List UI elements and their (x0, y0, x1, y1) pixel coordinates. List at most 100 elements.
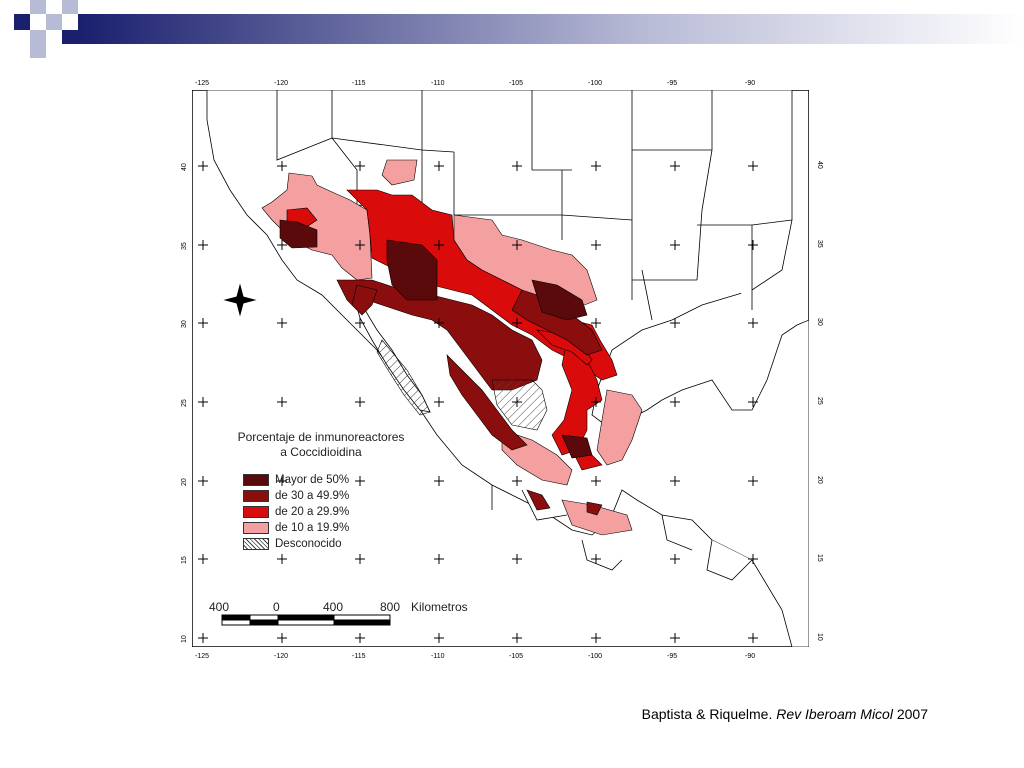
graticule-cross (277, 476, 287, 486)
graticule-cross (198, 554, 208, 564)
lon-label-bottom: -90 (745, 653, 756, 660)
region-red (286, 189, 618, 471)
graticule-cross (591, 161, 601, 171)
graticule-cross (591, 397, 601, 407)
graticule-cross (748, 476, 758, 486)
graticule-cross (434, 240, 444, 250)
region-pink (261, 159, 643, 536)
scale-label-0: 0 (273, 600, 280, 614)
region-chiapas-darkred (586, 501, 603, 516)
graticule-cross (748, 633, 758, 643)
region-chihuahua-darkest (531, 279, 588, 321)
legend-title: Porcentaje de inmunoreactores a Coccidio… (206, 430, 436, 460)
lon-label-top: -120 (274, 80, 289, 87)
legend-swatch (243, 489, 269, 502)
lat-label-right: 15 (816, 554, 823, 562)
graticule-cross (355, 318, 365, 328)
region-baja-darkred (351, 284, 378, 316)
legend-title-line2: a Coccidioidina (280, 445, 362, 459)
lon-label-bottom: -105 (509, 653, 524, 660)
graticule-cross (434, 397, 444, 407)
citation-journal: Rev Iberoam Micol (776, 706, 893, 722)
graticule-cross (591, 240, 601, 250)
legend-swatch (243, 505, 269, 518)
graticule-cross (670, 633, 680, 643)
graticule-cross (198, 397, 208, 407)
graticule-cross (277, 240, 287, 250)
graticule-cross (277, 554, 287, 564)
legend-title-line1: Porcentaje de inmunoreactores (237, 430, 405, 444)
graticule-cross (512, 476, 522, 486)
graticule-cross (277, 397, 287, 407)
lon-label-bottom: -95 (667, 653, 678, 660)
lat-label-left: 10 (181, 635, 188, 643)
scale-label-400: 400 (323, 600, 344, 614)
graticule-cross (512, 318, 522, 328)
graticule-cross (198, 240, 208, 250)
lat-label-right: 40 (816, 161, 823, 169)
graticule-cross (434, 318, 444, 328)
legend-swatch (243, 473, 269, 486)
lon-label-top: -105 (509, 80, 524, 87)
graticule-cross (512, 161, 522, 171)
region-sinaloa-darkred (446, 354, 528, 451)
lat-label-left: 35 (181, 242, 188, 250)
lat-label-right: 25 (816, 397, 823, 405)
citation-authors: Baptista & Riquelme. (641, 706, 773, 722)
lon-label-top: -90 (745, 80, 756, 87)
legend-label: Desconocido (275, 537, 342, 550)
graticule-cross (591, 318, 601, 328)
region-gulf-pink (596, 389, 643, 466)
lat-label-right: 30 (816, 318, 823, 326)
graticule-cross (512, 240, 522, 250)
lat-label-left: 25 (181, 399, 188, 407)
compass-icon (223, 283, 257, 317)
graticule-cross (748, 554, 758, 564)
citation: Baptista & Riquelme. Rev Iberoam Micol 2… (642, 706, 928, 722)
graticule-cross (434, 554, 444, 564)
region-south-darkest (561, 434, 593, 459)
graticule-cross (512, 397, 522, 407)
graticule-cross (355, 161, 365, 171)
graticule-cross (198, 318, 208, 328)
lon-label-bottom: -115 (352, 653, 366, 660)
region-california-darkest (279, 219, 318, 249)
graticule-cross (434, 161, 444, 171)
lon-label-top: -110 (431, 80, 445, 87)
lat-label-right: 10 (816, 633, 823, 641)
region-new-mexico-pink (381, 159, 418, 186)
lat-label-left: 40 (181, 163, 188, 171)
graticule-cross (277, 161, 287, 171)
map (192, 90, 809, 647)
region-baja-unknown (376, 339, 431, 416)
region-guerrero-darkred (526, 489, 551, 511)
graticule-cross (670, 554, 680, 564)
lat-label-left: 30 (181, 320, 188, 328)
graticule-cross (670, 397, 680, 407)
legend-swatch (243, 521, 269, 534)
lon-label-bottom: -120 (274, 653, 289, 660)
legend-label: de 20 a 29.9% (275, 505, 350, 518)
graticule-cross (198, 161, 208, 171)
graticule-cross (434, 476, 444, 486)
region-very-dark (279, 219, 593, 459)
region-arizona-darkest (386, 239, 438, 301)
legend-item: de 10 a 19.9% (243, 521, 349, 534)
graticule-cross (591, 633, 601, 643)
graticule-cross (748, 397, 758, 407)
region-dark-red (336, 279, 603, 516)
graticule-cross (434, 633, 444, 643)
region-nayarit-unknown (491, 379, 548, 431)
graticule-cross (355, 397, 365, 407)
graticule-cross (355, 554, 365, 564)
legend-label: de 10 a 19.9% (275, 521, 350, 534)
graticule-cross (277, 633, 287, 643)
lon-label-top: -115 (352, 80, 366, 87)
graticule-cross (355, 476, 365, 486)
lat-label-right: 20 (816, 476, 823, 484)
lat-label-left: 20 (181, 478, 188, 486)
legend-item: de 30 a 49.9% (243, 489, 349, 502)
graticule-cross (670, 476, 680, 486)
scale-label-400-left: 400 (209, 600, 230, 614)
graticule-cross (355, 633, 365, 643)
